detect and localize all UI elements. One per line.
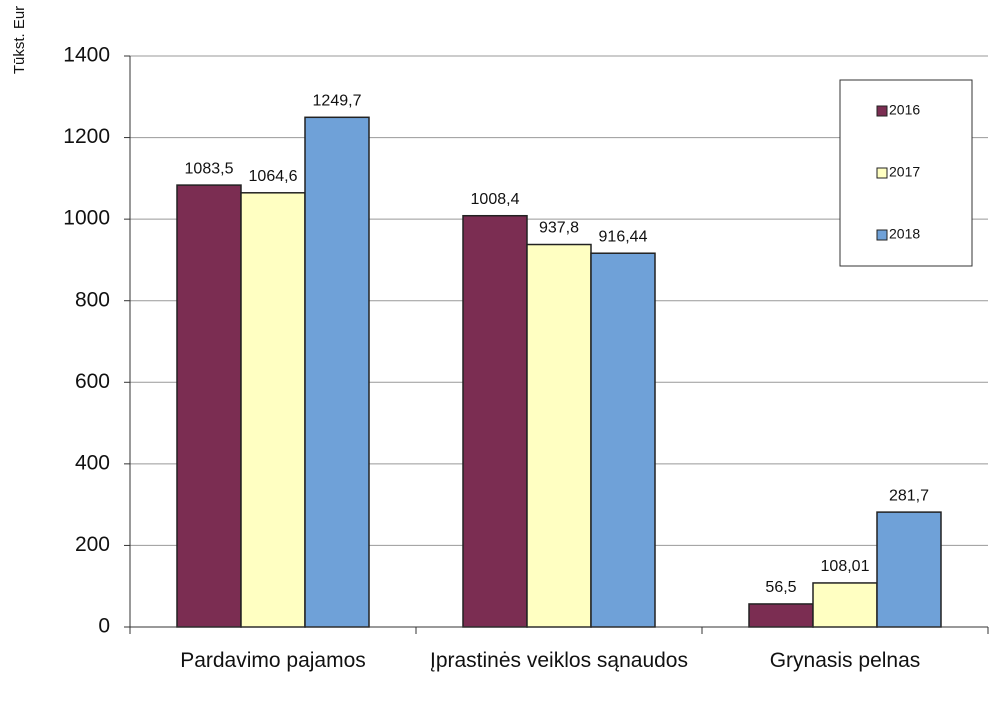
value-label: 1249,7	[313, 93, 362, 110]
y-tick-label: 200	[75, 533, 110, 556]
bar	[590, 252, 656, 628]
y-tick-label: 800	[75, 288, 110, 311]
legend-swatch	[876, 229, 888, 241]
value-label: 1064,6	[249, 168, 298, 185]
y-axis-label: Tūkst. Eur	[11, 6, 28, 74]
x-tick-label: Grynasis pelnas	[769, 649, 921, 672]
value-label: 1083,5	[185, 160, 234, 177]
value-label: 916,44	[599, 228, 648, 245]
bar	[748, 603, 814, 628]
legend-swatch	[876, 105, 888, 117]
y-tick-label: 400	[75, 451, 110, 474]
legend-label: 2017	[889, 164, 920, 180]
value-label: 56,5	[765, 579, 796, 596]
x-tick-label: Pardavimo pajamos	[180, 649, 366, 672]
legend-swatch	[876, 167, 888, 179]
bar	[876, 511, 942, 628]
y-tick-label: 1000	[63, 207, 110, 230]
y-tick-label: 1200	[63, 125, 110, 148]
y-tick-label: 0	[98, 615, 110, 638]
bar	[812, 582, 878, 628]
y-tick-label: 1400	[63, 44, 110, 67]
legend-box	[839, 79, 973, 267]
bar	[462, 214, 528, 628]
y-tick-label: 600	[75, 370, 110, 393]
value-label: 281,7	[889, 487, 929, 504]
value-label: 108,01	[821, 558, 870, 575]
legend-label: 2018	[889, 226, 920, 242]
bar	[304, 116, 370, 628]
x-tick-label: Įprastinės veiklos sąnaudos	[430, 649, 688, 672]
legend-label: 2016	[889, 102, 920, 118]
value-label: 1008,4	[471, 191, 520, 208]
value-label: 937,8	[539, 220, 579, 237]
bar	[526, 243, 592, 628]
bar	[176, 184, 242, 628]
bar	[240, 192, 306, 628]
